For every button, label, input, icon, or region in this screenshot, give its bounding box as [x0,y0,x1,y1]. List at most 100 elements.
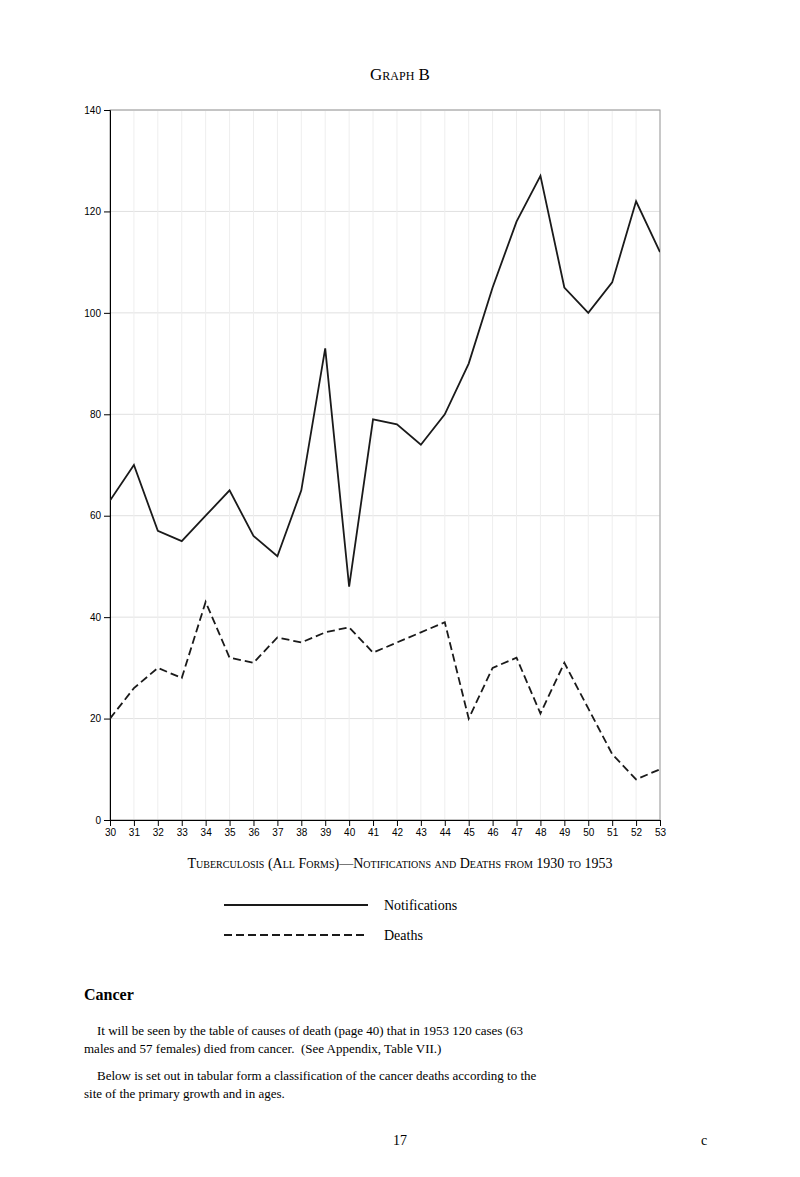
x-tick: 52 [631,820,643,838]
x-tick-mark [277,820,278,826]
series-line [110,176,660,587]
x-tick-mark [325,820,326,826]
y-tick-label: 140 [84,105,101,116]
x-tick: 43 [416,820,428,838]
x-tick: 38 [296,820,308,838]
grid-line-x [420,110,421,820]
chart-caption: Tuberculosis (All Forms)—Notifications a… [188,856,613,872]
x-tick-mark [588,820,589,826]
x-tick: 42 [392,820,404,838]
x-tick-mark [469,820,470,826]
grid-line-x [373,110,374,820]
grid-line-x [325,110,326,820]
x-tick: 46 [488,820,500,838]
x-tick-mark [158,820,159,826]
x-tick: 53 [655,820,667,838]
x-tick: 31 [129,820,141,838]
y-tick: 40 [90,612,110,623]
y-tick-mark [104,820,110,821]
grid-line-x [636,110,637,820]
x-tick: 40 [344,820,356,838]
x-tick: 49 [559,820,571,838]
legend-label: Notifications [384,898,457,913]
x-tick: 36 [248,820,260,838]
grid-line-x [253,110,254,820]
x-tick-mark [397,820,398,826]
grid [110,110,660,820]
annotations: Cancer It will be seen by the table of c… [84,986,707,1148]
plot-area: 3031323334353637383940414243444546474849… [84,105,666,838]
y-tick-mark [104,313,110,314]
x-tick: 48 [535,820,547,838]
x-tick-mark [445,820,446,826]
grid-line-x [157,110,158,820]
x-tick-label: 30 [105,827,117,838]
x-tick-label: 50 [583,827,595,838]
grid-line-x [349,110,350,820]
y-tick: 80 [90,409,110,420]
x-tick: 47 [511,820,523,838]
x-tick-mark [230,820,231,826]
y-tick-label: 0 [95,815,101,826]
x-tick-label: 45 [464,827,476,838]
x-tick-label: 48 [535,827,547,838]
y-tick-mark [104,110,110,111]
x-tick: 44 [440,820,452,838]
x-tick: 34 [201,820,213,838]
x-tick-label: 35 [225,827,237,838]
text-line: males and 57 females) died from cancer. … [84,1041,441,1056]
x-tick-mark [540,820,541,826]
x-tick-label: 46 [488,827,500,838]
y-tick-mark [104,516,110,517]
grid-line-x [229,110,230,820]
x-tick: 45 [464,820,476,838]
grid-line-y [110,312,660,313]
page-letter: c [701,1133,707,1148]
legend-swatch [224,904,368,906]
x-tick-mark [206,820,207,826]
grid-line-y [110,617,660,618]
y-axis-line [104,111,111,821]
grid-line-y [110,211,660,212]
section-heading: Cancer [84,986,134,1003]
grid-line-x [492,110,493,820]
y-tick: 120 [84,206,110,217]
y-tick-label: 100 [84,308,101,319]
x-tick: 39 [320,820,332,838]
grid-line-x [396,110,397,820]
x-tick-mark [660,820,661,826]
y-tick-mark [104,211,110,212]
x-tick: 37 [272,820,284,838]
y-tick-mark [104,719,110,720]
x-tick-mark [493,820,494,826]
x-tick-label: 31 [129,827,141,838]
x-tick: 33 [177,820,189,838]
legend-swatch [224,934,368,936]
grid-line-x [516,110,517,820]
x-tick-mark [134,820,135,826]
y-tick: 100 [84,308,110,319]
x-tick-label: 32 [153,827,165,838]
paragraph: Below is set out in tabular form a class… [84,1068,537,1101]
series-group [110,176,660,780]
y-tick: 0 [95,815,110,826]
x-tick: 50 [583,820,595,838]
plot-frame [110,110,660,820]
x-tick-label: 52 [631,827,643,838]
x-tick-label: 51 [607,827,619,838]
x-tick-label: 47 [511,827,523,838]
y-tick-label: 20 [90,713,102,724]
grid-line-x [181,110,182,820]
x-axis-line [111,821,661,827]
y-tick: 20 [90,713,110,724]
y-tick-label: 80 [90,409,102,420]
x-tick-label: 53 [655,827,667,838]
grid-line-y [110,414,660,415]
grid-line-y [110,515,660,516]
x-tick-label: 43 [416,827,428,838]
x-tick-label: 39 [320,827,332,838]
y-tick-label: 120 [84,206,101,217]
y-tick-label: 40 [90,612,102,623]
y-axis: 020406080100120140 [84,105,110,826]
x-tick-label: 44 [440,827,452,838]
